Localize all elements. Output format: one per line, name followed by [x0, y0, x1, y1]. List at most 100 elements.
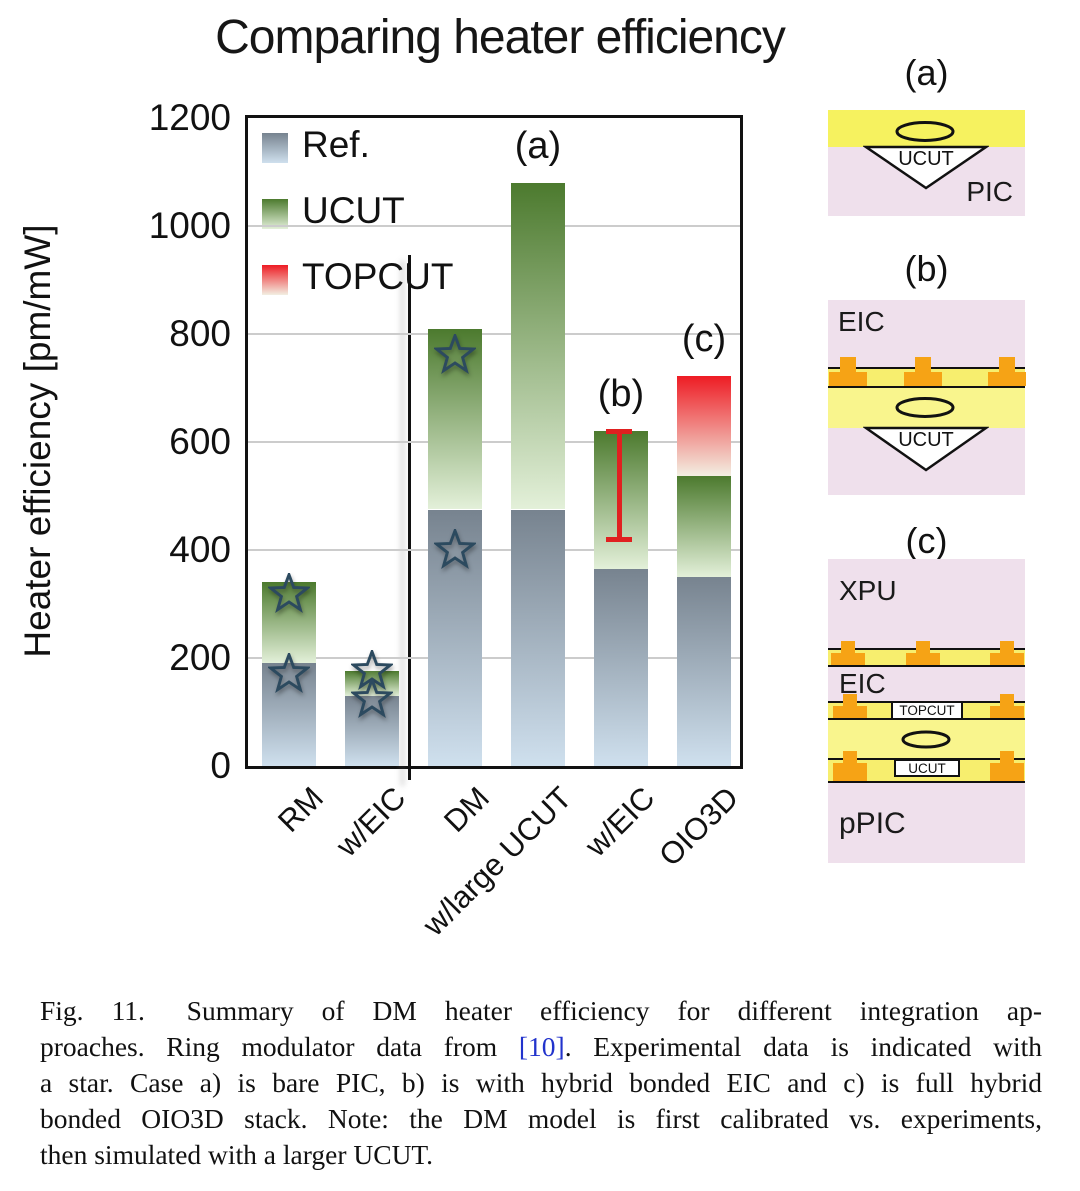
eic-layer — [828, 300, 1025, 367]
bond-pad-base — [988, 372, 1026, 386]
caption-line: then simulated with a larger UCUT. — [40, 1139, 434, 1170]
grid-line — [248, 657, 740, 659]
y-tick-label: 400 — [169, 529, 231, 570]
diagram-a-label: (a) — [904, 52, 949, 93]
diagram-a: UCUT PIC — [828, 110, 1025, 216]
legend-swatch — [262, 133, 288, 163]
bond-pad-stem — [999, 357, 1015, 374]
diagram-b-label: (b) — [904, 248, 949, 289]
y-axis-title: Heater efficiency [pm/mW] — [17, 224, 58, 658]
bond-pad-stem — [843, 751, 857, 765]
x-category-label-w-large-ucut: w/large UCUT — [416, 780, 579, 943]
ucut-label: UCUT — [898, 429, 954, 451]
bond-pad-base — [906, 653, 940, 665]
legend-label: UCUT — [302, 190, 405, 231]
grid-line — [248, 549, 740, 551]
y-tick-label: 0 — [210, 745, 231, 786]
experimental-star-marker — [266, 570, 312, 620]
bond-pad-stem — [1000, 641, 1014, 655]
bond-pad-stem — [916, 641, 930, 655]
bar-segment-ref — [594, 568, 648, 766]
oxide-layer — [828, 388, 1025, 428]
caption-line: Fig. 11. Summary of DM heater efficiency… — [40, 995, 1042, 1026]
bond-pad-stem — [1000, 694, 1014, 708]
y-tick-label: 1000 — [148, 205, 231, 246]
bond-pad-base — [990, 763, 1024, 781]
case-annotation: (b) — [597, 373, 645, 416]
error-bar-line — [617, 431, 622, 540]
bar-segment-ref — [428, 509, 482, 766]
ppic-label: pPIC — [839, 807, 906, 840]
experimental-star-marker — [266, 650, 312, 700]
group-divider-line — [408, 255, 411, 780]
bar-segment-ucut — [677, 476, 731, 577]
diagram-c-label: (c) — [905, 520, 948, 561]
y-tick-label: 600 — [169, 421, 231, 462]
chart-title: Comparing heater efficiency — [215, 11, 786, 64]
bar-segment-topcut — [677, 376, 731, 476]
ring-waveguide-icon — [895, 397, 955, 418]
legend-swatch — [262, 199, 288, 229]
experimental-star-marker — [432, 330, 478, 381]
bar-segment-ucut — [511, 182, 565, 510]
bond-pad-stem — [843, 694, 857, 708]
figure-caption: Fig. 11. Summary of DM heater efficiency… — [40, 993, 1042, 1173]
ring-waveguide-icon — [901, 730, 951, 749]
legend-label: TOPCUT — [302, 256, 454, 297]
grid-line — [248, 441, 740, 443]
case-annotation: (a) — [514, 124, 562, 167]
bond-pad-base — [990, 706, 1024, 718]
citation-link[interactable]: [10] — [518, 1031, 565, 1062]
y-tick-label: 1200 — [148, 97, 231, 138]
bond-pad-stem — [840, 357, 856, 374]
y-tick-label: 200 — [169, 637, 231, 678]
xpu-label: XPU — [839, 575, 897, 606]
legend-label: Ref. — [302, 124, 370, 165]
error-bar-cap — [606, 537, 632, 543]
case-annotation: (c) — [681, 318, 727, 361]
bond-pad-stem — [915, 357, 931, 374]
bond-pad-base — [833, 763, 867, 781]
plot-area: Ref. UCUT TOPCUT 0 200 400 600 800 1000 1200 R… — [149, 97, 745, 942]
eic-layer — [828, 667, 1025, 701]
eic-label: EIC — [838, 306, 885, 337]
bar-segment-ref — [677, 577, 731, 766]
eic-label: EIC — [839, 668, 886, 699]
x-category-label-oio3d: OIO3D — [651, 780, 745, 873]
bond-interface — [828, 357, 1026, 388]
error-bar-cap — [606, 429, 632, 435]
oxide-layer — [828, 720, 1025, 758]
bond-pad-base — [833, 706, 867, 718]
bond-pad-base — [829, 372, 867, 386]
y-tick-label: 800 — [169, 313, 231, 354]
bar-segment-ref — [511, 509, 565, 766]
x-category-label-w-eic: w/EIC — [578, 780, 662, 864]
bond-pad-base — [990, 653, 1024, 665]
pic-label: PIC — [966, 176, 1013, 207]
caption-line: proaches. Ring modulator data from [10].… — [40, 1031, 1042, 1062]
bar-segment-ucut — [428, 328, 482, 510]
bond-pad-base — [904, 372, 942, 386]
caption-line: bonded OIO3D stack. Note: the DM model i… — [40, 1103, 1042, 1134]
diagram-b: EIC UCUT — [828, 300, 1026, 495]
x-category-label-dm: DM — [436, 780, 496, 839]
caption-line: a star. Case a) is bare PIC, b) is with … — [40, 1067, 1042, 1098]
ucut-trench-icon — [863, 426, 989, 472]
ucut-trench-icon — [863, 145, 989, 190]
legend-swatch — [262, 265, 288, 295]
bond-pad-stem — [841, 641, 855, 655]
ucut-label: UCUT — [898, 148, 954, 170]
topcut-box: TOPCUT — [891, 701, 963, 720]
experimental-star-marker — [432, 526, 478, 576]
grid-line — [248, 225, 740, 227]
grid-line — [248, 333, 740, 335]
x-category-label-w-eic: w/EIC — [329, 780, 413, 864]
bar-segment-ucut — [262, 582, 316, 664]
ppic-layer — [828, 783, 1025, 863]
bond-pad-stem — [1000, 751, 1014, 765]
bond-pad-base — [831, 653, 865, 665]
bond-interface-1 — [828, 641, 1025, 667]
ucut-box: UCUT — [894, 759, 960, 777]
diagram-c: XPU EIC TOPCUT UCUT pPIC — [828, 559, 1025, 863]
experimental-star-marker — [349, 674, 395, 725]
